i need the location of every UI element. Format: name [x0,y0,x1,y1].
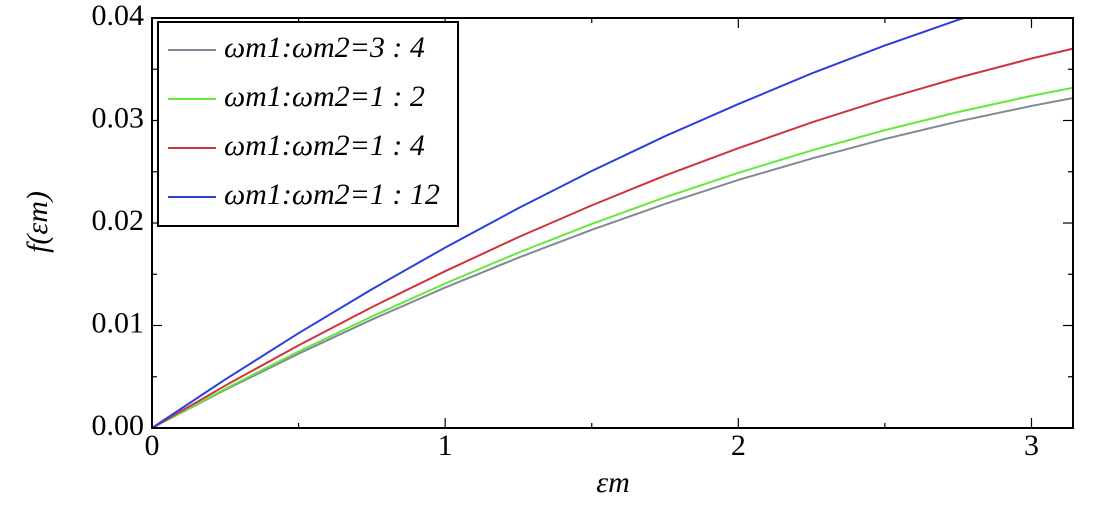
legend-label: ωm1:ωm2=1 : 4 [224,129,425,162]
x-tick-label: 3 [1024,429,1039,462]
y-tick-label: 0.02 [92,204,145,237]
legend-label: ωm1:ωm2=3 : 4 [224,31,425,64]
plot-lines [152,18,1073,428]
x-tick-label: 1 [438,429,453,462]
y-tick-label: 0.03 [92,101,145,134]
legend-box [157,21,459,227]
series-line [152,18,968,428]
legend-label: ωm1:ωm2=1 : 12 [224,178,440,211]
x-tick-label: 0 [145,429,160,462]
y-tick-label: 0.01 [92,306,145,339]
series-line [152,86,1073,428]
series-line [152,97,1073,428]
y-tick-label: 0.00 [92,409,145,442]
y-tick-label: 0.04 [92,0,145,32]
legend-label: ωm1:ωm2=1 : 2 [224,80,425,113]
plot-frame [151,17,1074,429]
series-line [152,47,1073,428]
x-axis-label: εm [596,466,630,499]
x-tick-label: 2 [731,429,746,462]
y-axis-label: f(εm) [21,191,54,253]
